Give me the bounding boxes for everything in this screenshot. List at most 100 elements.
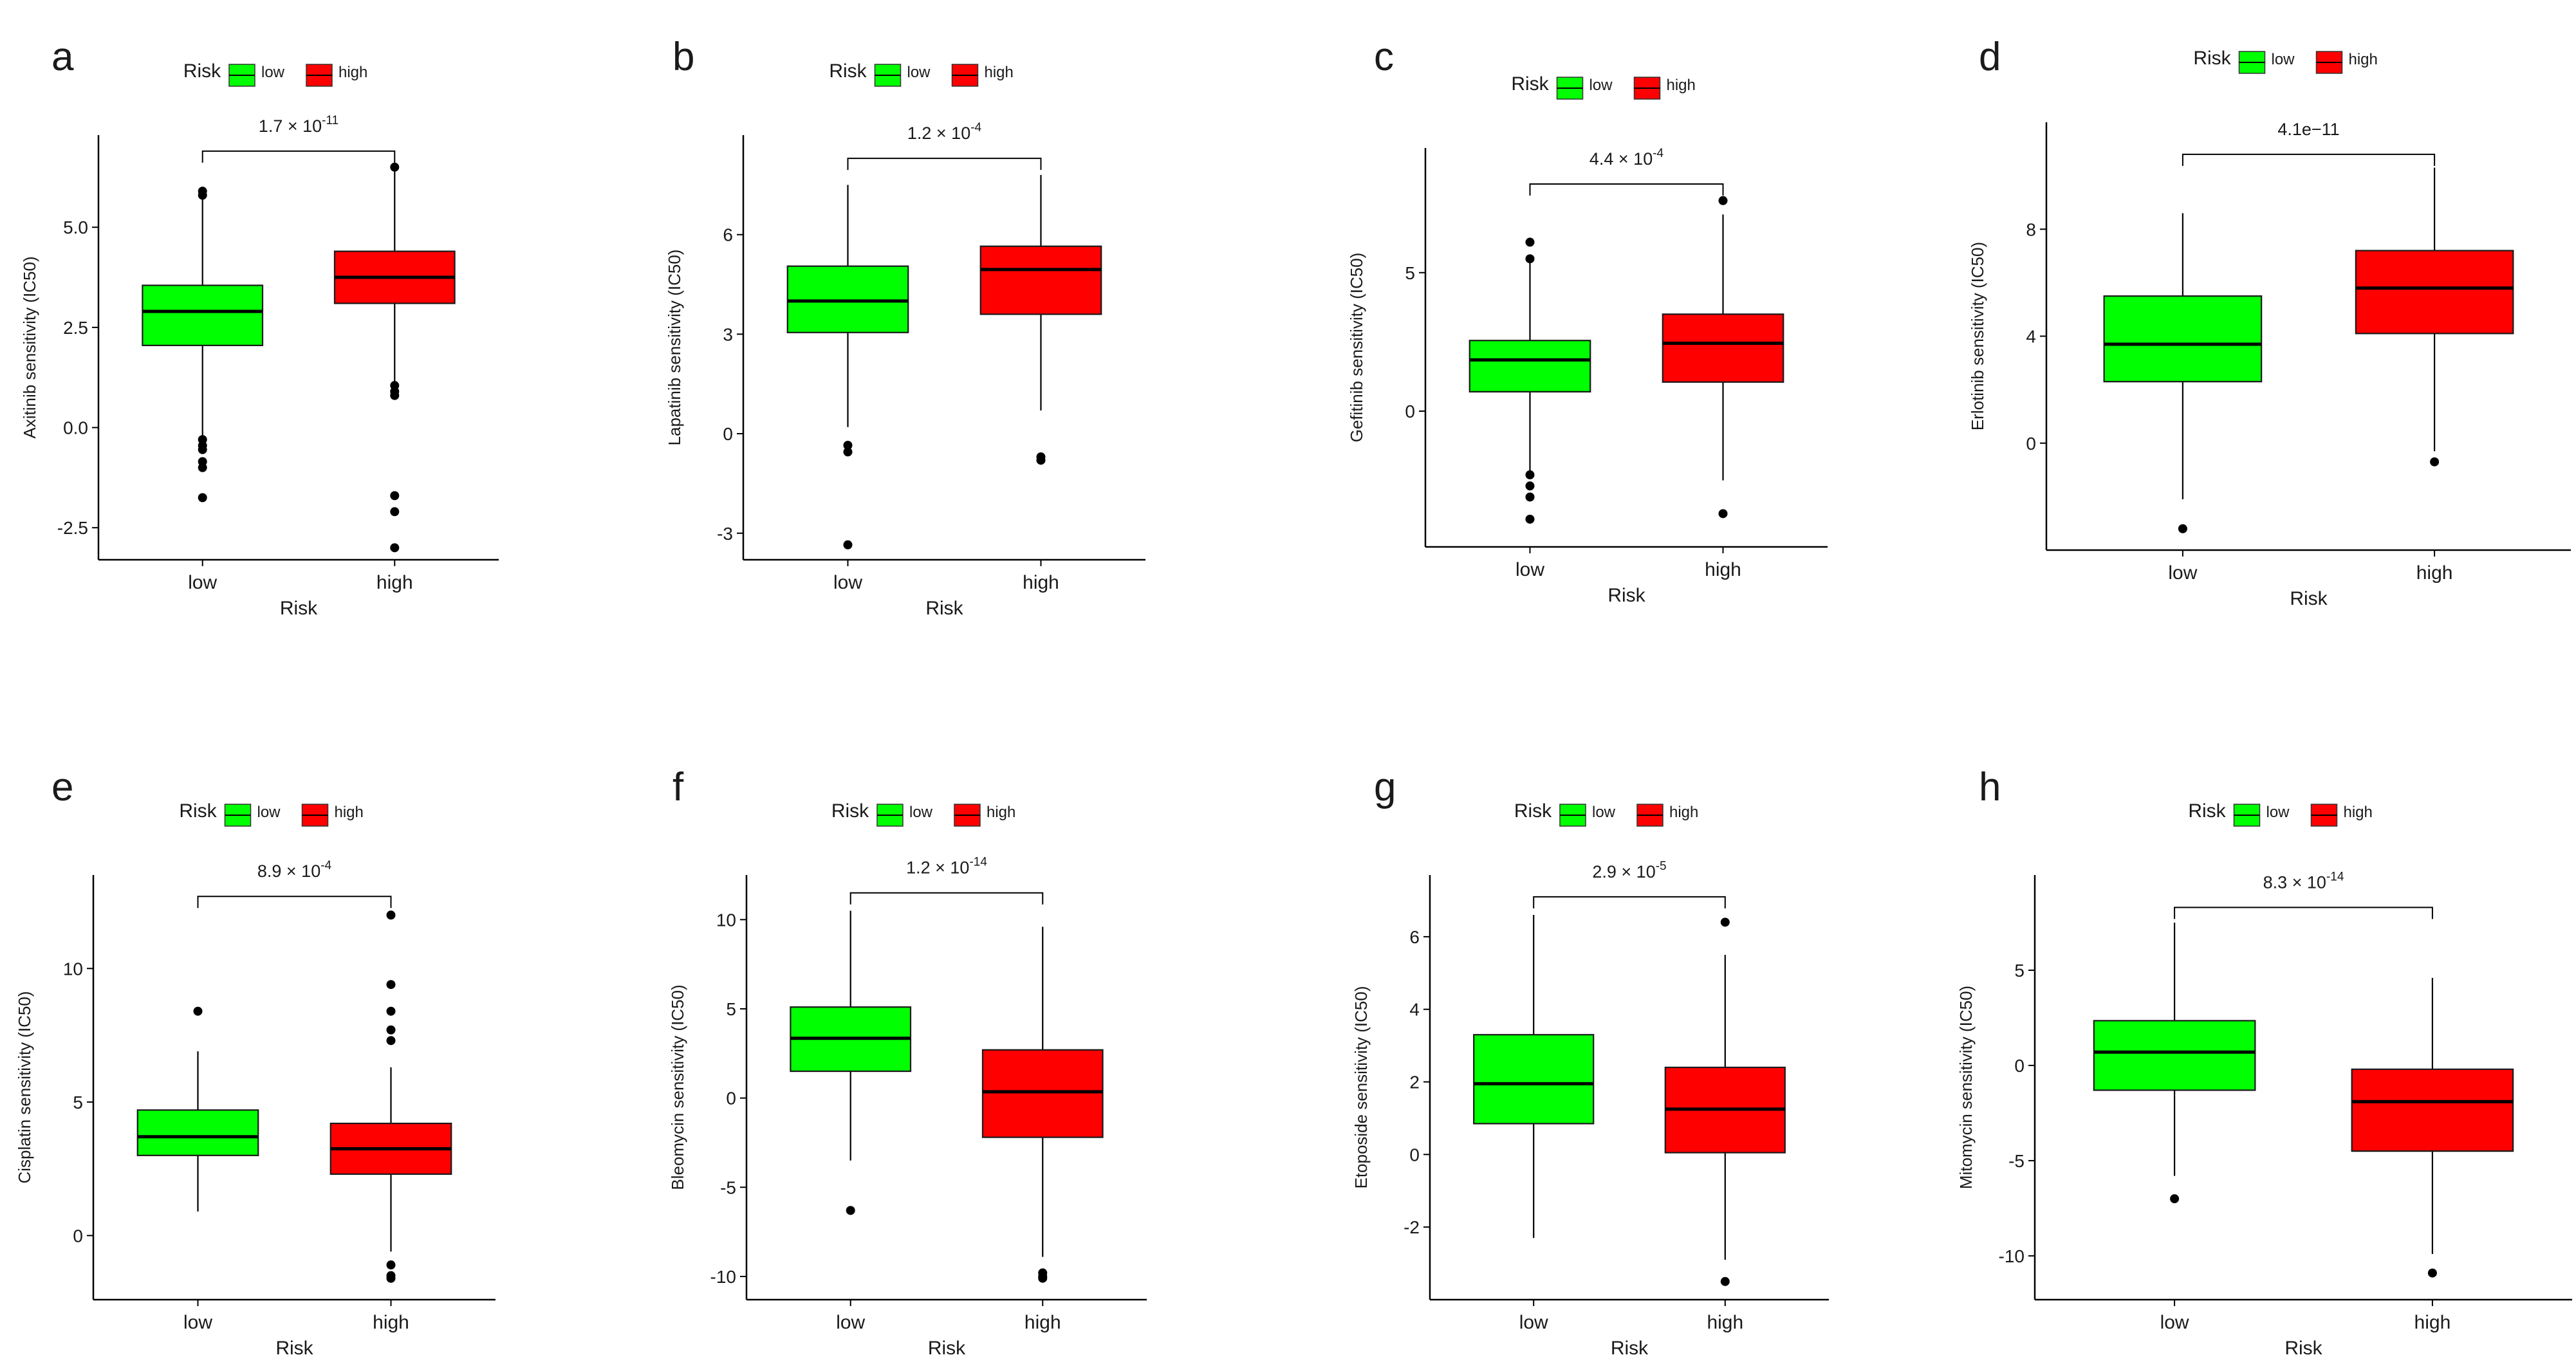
y-tick-label: -10 xyxy=(1999,1246,2025,1266)
outlier-point-high xyxy=(390,391,400,400)
y-tick-label: 4 xyxy=(1409,1000,1420,1020)
outlier-point-high xyxy=(2430,457,2440,466)
y-tick-label: 2 xyxy=(1409,1073,1420,1092)
p-value-label: 1.7 × 10-11 xyxy=(259,114,338,136)
outlier-point-high xyxy=(1720,917,1730,927)
x-axis-title: Risk xyxy=(1608,585,1645,606)
y-axis-title: Bleomycin sensitivity (IC50) xyxy=(668,984,687,1190)
chart-panel-d: d Risk low high 0 4 8 low high Risk Erlotinib sens… xyxy=(1968,35,2571,609)
significance-bracket xyxy=(2174,907,2433,919)
legend-label-high: high xyxy=(2344,804,2373,821)
panel-letter: g xyxy=(1374,765,1396,809)
outlier-point-low xyxy=(846,1206,855,1215)
x-tick-label-low: low xyxy=(2160,1312,2189,1333)
legend-label-low: low xyxy=(909,804,933,821)
outlier-point-high xyxy=(386,1036,396,1046)
legend: Risk low high xyxy=(1511,73,1696,100)
legend-title: Risk xyxy=(2188,800,2226,822)
y-axis-title: Gefitinib sensitivity (IC50) xyxy=(1347,253,1366,443)
y-axis-title: Lapatinib sensitivity (IC50) xyxy=(665,250,684,446)
y-tick-label: 0 xyxy=(2026,434,2036,454)
y-tick-label: 0 xyxy=(723,424,733,444)
y-tick-label: 3 xyxy=(723,324,733,344)
y-tick-label: 0 xyxy=(1409,1145,1420,1165)
outlier-point-low xyxy=(2178,524,2187,533)
y-axis-title: Axitinib sensitivity (IC50) xyxy=(20,256,39,438)
y-tick-label: 6 xyxy=(723,225,733,245)
outlier-point-high xyxy=(390,543,400,553)
outlier-point-high xyxy=(1718,196,1728,205)
legend: Risk low high xyxy=(179,800,364,827)
y-tick-label: 4 xyxy=(2026,327,2036,347)
p-value-label: 8.3 × 10-14 xyxy=(2263,870,2344,892)
x-tick-label-low: low xyxy=(188,572,217,593)
legend-title: Risk xyxy=(829,60,867,82)
y-tick-label: -5 xyxy=(720,1177,736,1197)
x-tick-label-low: low xyxy=(183,1312,212,1333)
outlier-point-low xyxy=(193,1006,203,1016)
x-tick-label-low: low xyxy=(2168,562,2197,584)
y-tick-label: -3 xyxy=(717,524,733,544)
legend: Risk low high xyxy=(183,60,367,87)
legend-title: Risk xyxy=(1511,73,1549,95)
y-axis-title: Cisplatin sensitivity (IC50) xyxy=(15,991,34,1183)
legend-label-low: low xyxy=(2266,804,2290,821)
chart-panel-h: h Risk low high -10 -5 0 5 low high Risk Mitomycin … xyxy=(1956,765,2572,1359)
y-axis-title: Mitomycin sensitivity (IC50) xyxy=(1956,986,1976,1189)
outlier-point-low xyxy=(843,441,853,450)
significance-bracket xyxy=(849,892,1044,905)
outlier-point-low xyxy=(843,540,853,549)
outlier-point-low xyxy=(2170,1194,2180,1204)
y-tick-label: 0 xyxy=(2014,1056,2025,1076)
legend-title: Risk xyxy=(183,60,221,82)
outlier-point-low xyxy=(1525,470,1535,480)
legend-title: Risk xyxy=(1514,800,1552,822)
legend-title: Risk xyxy=(2193,48,2231,69)
y-tick-label: 8 xyxy=(2026,219,2036,239)
outlier-point-low xyxy=(198,190,207,200)
outlier-point-low xyxy=(1525,237,1535,247)
box-low xyxy=(1469,340,1591,392)
x-tick-label-low: low xyxy=(1515,559,1544,580)
significance-bracket xyxy=(847,158,1042,170)
box-low xyxy=(786,265,909,333)
box-high xyxy=(979,245,1102,315)
box-high xyxy=(2355,250,2514,335)
panel-letter: a xyxy=(51,35,74,79)
y-tick-label: 6 xyxy=(1409,927,1420,947)
outlier-point-high xyxy=(1718,509,1728,519)
x-axis-title: Risk xyxy=(2284,1338,2322,1359)
outlier-point-low xyxy=(1525,254,1535,264)
outlier-point-high xyxy=(1038,1273,1048,1283)
y-tick-label: 0 xyxy=(73,1226,83,1246)
y-tick-label: 5 xyxy=(1405,263,1415,283)
box-high xyxy=(1662,313,1784,383)
p-value-label: 4.4 × 10-4 xyxy=(1589,147,1664,169)
legend-label-low: low xyxy=(261,64,285,81)
legend-label-high: high xyxy=(985,64,1014,81)
legend: Risk low high xyxy=(2193,48,2378,74)
outlier-point-low xyxy=(1525,514,1535,524)
x-axis-title: Risk xyxy=(925,598,963,619)
outlier-point-high xyxy=(1720,1276,1730,1286)
box-low xyxy=(1473,1034,1595,1125)
box-low xyxy=(2103,295,2263,383)
chart-panel-a: a Risk low high -2.5 0.0 2.5 5.0 low high Risk Axit… xyxy=(20,35,499,619)
legend-label-high: high xyxy=(2349,51,2378,68)
legend: Risk low high xyxy=(829,60,1014,87)
outlier-point-high xyxy=(386,980,396,990)
chart-panel-c: c Risk low high 0 5 low high Risk Gefitinib sensi… xyxy=(1347,35,1828,606)
x-tick-label-low: low xyxy=(836,1312,865,1333)
outlier-point-high xyxy=(2427,1268,2437,1278)
y-tick-label: -2 xyxy=(1404,1217,1420,1237)
panel-letter: e xyxy=(51,765,73,809)
legend-label-low: low xyxy=(2272,51,2295,68)
y-tick-label: 0 xyxy=(726,1089,736,1109)
legend: Risk low high xyxy=(831,800,1015,827)
outlier-point-high xyxy=(386,910,396,920)
y-tick-label: -2.5 xyxy=(57,518,88,538)
x-tick-label-high: high xyxy=(373,1312,409,1333)
legend: Risk low high xyxy=(1514,800,1698,827)
x-tick-label-high: high xyxy=(2414,1312,2451,1333)
legend-label-high: high xyxy=(987,804,1015,821)
